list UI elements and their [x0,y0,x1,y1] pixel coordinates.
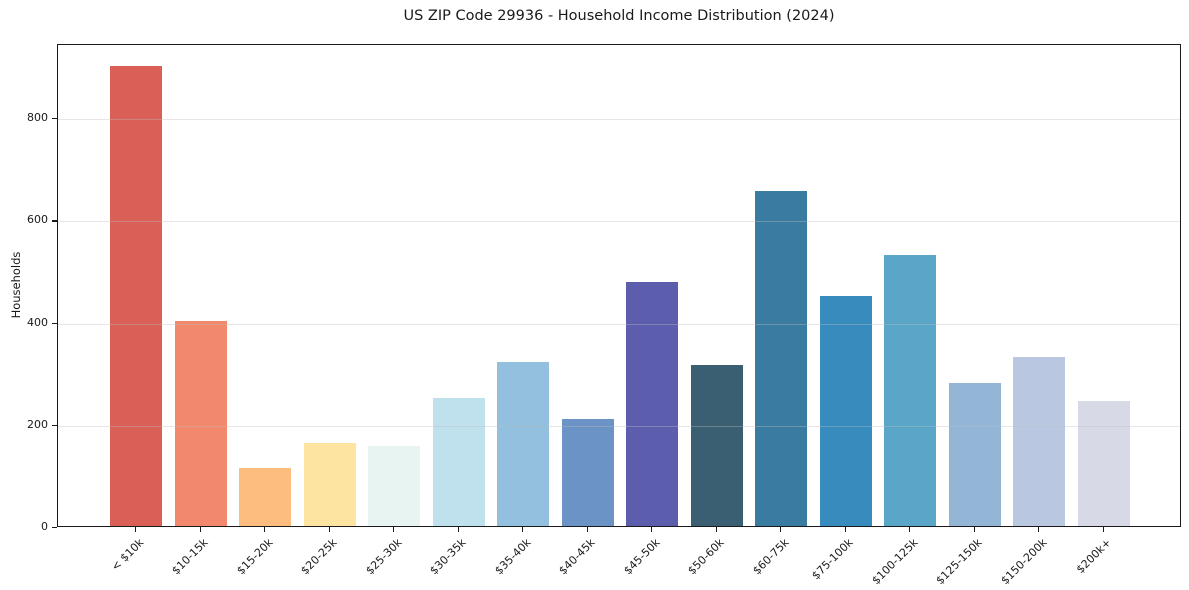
x-tick-mark [1038,527,1040,532]
x-tick-mark [780,527,782,532]
bar [690,365,743,526]
x-tick-label: $50-60k [685,536,727,578]
y-tick-label: 400 [27,315,48,329]
x-tick-mark [522,527,524,532]
bar [561,419,614,526]
y-tick-mark [52,527,57,529]
bar [1077,400,1130,526]
bar [110,66,163,526]
x-tick-label: $200k+ [1073,536,1114,577]
x-tick-mark [135,527,137,532]
x-tick-label: $150-200k [998,536,1050,588]
x-tick-label: < $10k [108,536,147,574]
x-tick-label: $25-30k [363,536,405,578]
bar [755,191,808,526]
x-tick-mark [586,527,588,532]
y-tick-label: 200 [27,417,48,431]
x-tick-label: $100-125k [869,536,921,588]
y-tick-label: 0 [41,520,48,533]
x-tick-label: $75-100k [809,536,856,583]
x-tick-label: $20-25k [298,536,340,578]
x-tick-label: $60-75k [750,536,792,578]
bar [884,255,937,526]
x-tick-label: $10-15k [169,536,211,578]
y-tick-mark [52,424,57,426]
x-tick-label: $45-50k [621,536,663,578]
x-tick-mark [973,527,975,532]
x-tick-label: $40-45k [556,536,598,578]
x-tick-mark [651,527,653,532]
bar [239,467,292,526]
bar [303,442,356,526]
y-axis-label: Households [9,251,23,319]
bar [174,320,227,526]
x-tick-label: $15-20k [234,536,276,578]
x-tick-mark [264,527,266,532]
y-tick-label: 600 [27,213,48,227]
bar [368,445,421,526]
x-tick-label: $30-35k [427,536,469,578]
y-tick-mark [52,118,57,120]
bar [497,362,550,526]
x-tick-mark [199,527,201,532]
bar [948,383,1001,526]
x-tick-mark [715,527,717,532]
x-tick-mark [1102,527,1104,532]
y-tick-mark [52,322,57,324]
bar [819,296,872,526]
x-tick-mark [909,527,911,532]
x-tick-label: $125-150k [933,536,985,588]
y-tick-mark [52,220,57,222]
x-tick-mark [844,527,846,532]
chart-title: US ZIP Code 29936 - Household Income Dis… [403,8,835,24]
y-tick-label: 800 [27,111,48,125]
x-tick-mark [328,527,330,532]
x-tick-mark [457,527,459,532]
x-tick-mark [393,527,395,532]
bar [432,398,485,526]
gridline [58,221,1180,223]
plot-area [57,44,1181,527]
x-tick-label: $35-40k [492,536,534,578]
gridline [58,119,1180,121]
bar [626,281,679,526]
bar [1013,357,1066,526]
